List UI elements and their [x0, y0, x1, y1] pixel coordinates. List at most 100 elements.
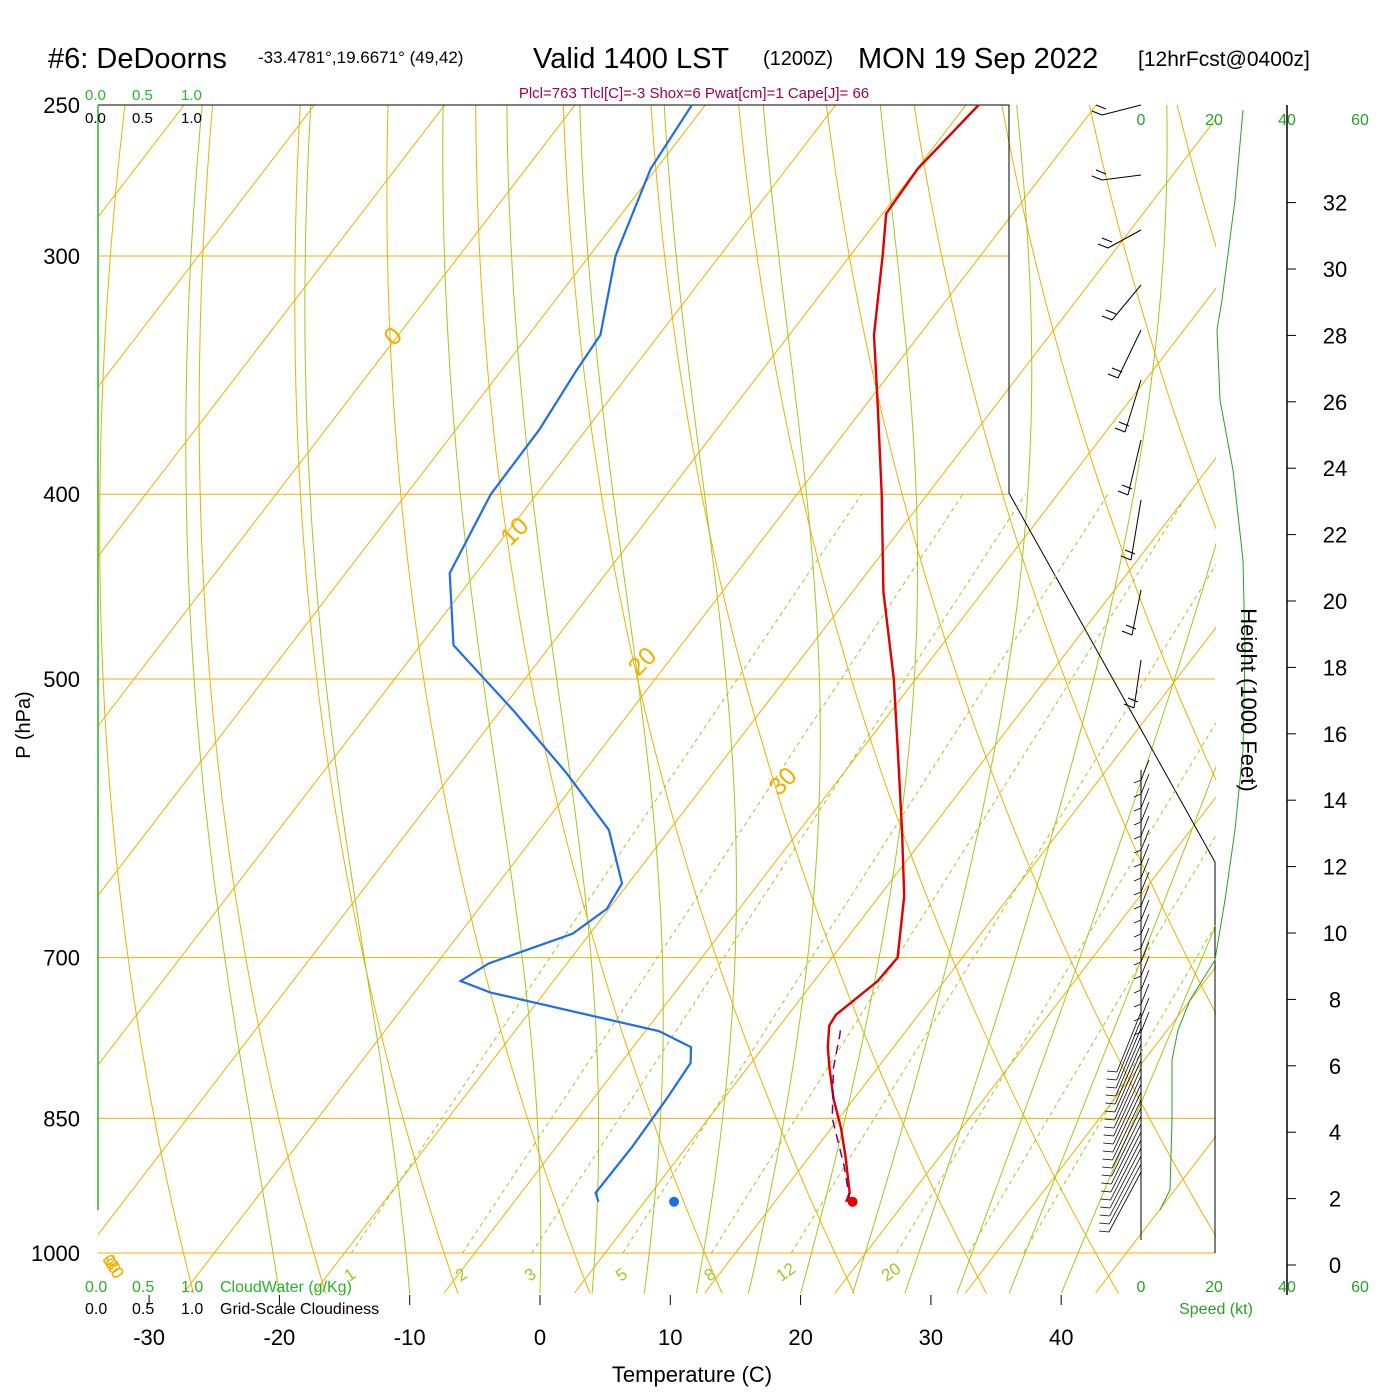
wind-barb-mid — [1140, 885, 1150, 907]
wind-barb-flag — [1123, 703, 1135, 709]
mixing-ratio-line — [622, 493, 1109, 1254]
temp-tick-20: 20 — [788, 1325, 812, 1350]
wind-barb-mid-flag — [1133, 1003, 1142, 1008]
moist-adiabat — [800, 105, 919, 1294]
dry-adiabat — [475, 105, 723, 1294]
wind-barb — [1127, 439, 1142, 496]
speed-tick-bottom-0: 0 — [1137, 1279, 1146, 1296]
wind-barb — [1130, 499, 1142, 561]
dry-adiabat — [825, 105, 1216, 1238]
height-tick-24: 24 — [1323, 456, 1347, 481]
isotherm — [183, 105, 1097, 1294]
x-axis-label: Temperature (C) — [612, 1362, 772, 1387]
mixing-ratio-label: 3 — [521, 1264, 540, 1285]
speed-tick-top-1: 20 — [1205, 112, 1223, 129]
wind-barb-mid-flag — [1133, 905, 1142, 910]
wind-barb-low-flag — [1104, 1110, 1115, 1113]
speed-tick-top-2: 40 — [1278, 112, 1296, 129]
wind-barb-low — [1114, 1059, 1142, 1121]
wind-barb — [1101, 104, 1142, 116]
wind-barb-low — [1113, 1067, 1142, 1129]
isotherm — [98, 105, 837, 1066]
cloudiness-tick-top-1: 0.5 — [132, 110, 153, 127]
height-tick-12: 12 — [1323, 855, 1347, 880]
wind-barb-mid-flag — [1133, 863, 1142, 868]
indices-text: Plcl=763 Tlcl[C]=-3 Shox=6 Pwat[cm]=1 Ca… — [519, 85, 869, 102]
wind-barb-mid-flag — [1133, 779, 1142, 784]
dry-adiabat — [738, 105, 1119, 1294]
wind-barb-mid — [1140, 969, 1150, 991]
wind-barb-mid — [1140, 983, 1150, 1005]
pressure-tick-400: 400 — [43, 482, 80, 507]
wind-barb-low-flag — [1105, 1094, 1116, 1097]
height-tick-4: 4 — [1329, 1120, 1341, 1145]
pressure-tick-300: 300 — [43, 244, 80, 269]
valid-time: Valid 1400 LST — [533, 43, 729, 75]
wind-barb-low-flag — [1106, 1086, 1117, 1089]
wind-barb-low-flag — [1102, 1158, 1113, 1161]
wind-barb-low — [1112, 1083, 1142, 1145]
wind-barb — [1107, 229, 1142, 249]
mixing-ratio-line — [1023, 923, 1216, 1254]
pressure-tick-850: 850 — [43, 1106, 80, 1131]
dry-adiabat — [1342, 71, 1400, 1293]
wind-speed-profile — [1159, 109, 1246, 1211]
wind-barb-flag — [1117, 490, 1129, 496]
wind-barb-low-flag — [1100, 1190, 1111, 1193]
isotherm — [443, 287, 1216, 1294]
wind-barb-mid — [1140, 997, 1150, 1019]
wind-barb-low-flag — [1098, 1230, 1109, 1233]
wind-barb-mid-flag — [1133, 947, 1142, 952]
moist-adiabat — [442, 105, 542, 1294]
pressure-tick-1000: 1000 — [31, 1241, 80, 1266]
dry-adiabat — [1256, 71, 1400, 1293]
wind-barb — [1101, 174, 1142, 181]
height-tick-6: 6 — [1329, 1054, 1341, 1079]
cloudiness-tick-bottom-0: 0.0 — [85, 1301, 107, 1318]
wind-barb-mid — [1140, 829, 1150, 851]
cloudiness-tick-bottom-1: 0.5 — [132, 1301, 154, 1318]
parcel-path — [831, 1028, 851, 1202]
speed-tick-bottom-2: 40 — [1278, 1279, 1296, 1296]
wind-barb-flag — [1125, 624, 1137, 630]
mixing-ratio-line — [710, 493, 1189, 1254]
moist-adiabat — [852, 105, 1033, 1294]
pressure-tick-250: 250 — [43, 93, 80, 118]
dry-adiabat — [99, 105, 195, 1294]
wind-barb-low — [1110, 1123, 1142, 1185]
cloud-tick-top-2: 1.0 — [181, 87, 202, 104]
cloudwater-label: CloudWater (g/Kg) — [220, 1279, 352, 1296]
dry-adiabat — [386, 105, 591, 1294]
wind-barb-low — [1110, 1139, 1142, 1201]
height-tick-22: 22 — [1323, 523, 1347, 548]
wind-barb-mid — [1140, 1011, 1150, 1033]
wind-barb-flag — [1114, 427, 1126, 433]
wind-barb-flag — [1091, 175, 1103, 181]
wind-barb-mid-flag — [1133, 793, 1142, 798]
speed-tick-bottom-3: 60 — [1351, 1279, 1369, 1296]
y-axis-label: P (hPa) — [13, 691, 35, 758]
height-tick-18: 18 — [1323, 655, 1347, 680]
wind-barb-low-flag — [1099, 1222, 1110, 1225]
height-tick-10: 10 — [1323, 921, 1347, 946]
wind-barb-low-flag — [1103, 1142, 1114, 1145]
wind-barb-low-flag — [1101, 1174, 1112, 1177]
mixing-ratio-line — [790, 563, 1216, 1254]
cloudiness-tick-bottom-2: 1.0 — [181, 1301, 203, 1318]
wind-barb-mid — [1140, 941, 1150, 963]
speed-tick-bottom-1: 20 — [1205, 1279, 1223, 1296]
mixing-ratio-line — [968, 834, 1216, 1254]
wind-barb-mid-flag — [1133, 877, 1142, 882]
wind-barb — [1117, 329, 1142, 379]
wind-barb-flag — [1124, 549, 1136, 555]
mixing-ratio-label: 20 — [878, 1259, 904, 1285]
temp-tick--10: -10 — [394, 1325, 426, 1350]
moist-adiabat — [185, 105, 280, 1294]
isotherm — [834, 796, 1216, 1294]
utc-time: (1200Z) — [763, 48, 833, 70]
height-tick-32: 32 — [1323, 191, 1347, 216]
wind-barb-low-flag — [1104, 1118, 1115, 1121]
wind-barb-mid — [1140, 759, 1150, 781]
isotherm — [704, 626, 1216, 1294]
station-title: #6: DeDoorns — [48, 43, 227, 75]
